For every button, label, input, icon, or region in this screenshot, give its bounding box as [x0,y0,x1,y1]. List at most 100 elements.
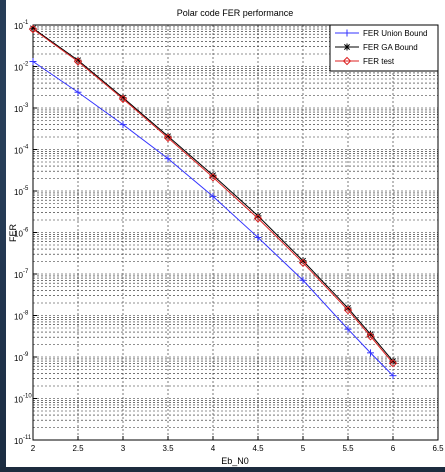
data-point-0-5 [254,233,262,241]
data-point-2-1 [73,57,83,66]
y-tick-label: 10 [14,396,23,405]
data-point-2-3-shape [163,133,173,143]
data-point-2-2 [118,94,128,104]
y-tick-exponent: -7 [23,269,29,275]
data-point-2-9 [388,359,398,368]
data-point-2-2-shape [118,94,128,104]
x-tick-label: 2.5 [72,444,84,453]
series-line-2 [32,28,394,364]
data-point-2-5-shape [253,214,263,223]
x-tick-label: 5 [301,444,306,453]
legend-entry-ga: FER GA Bound [335,43,418,52]
data-point-0-9 [389,372,397,380]
figure-background [6,0,445,467]
legend-marker-glyph-1 [343,43,351,51]
data-point-0-6 [299,276,307,284]
y-tick-exponent: -4 [23,145,29,151]
y-tick-label: 10 [14,188,23,197]
figure-window: 2 2.5 3 3.5 4 4.5 5 5.5 6 6.5 10 -1 10 -2 10 -3 10 -4 10 -5… [6,0,445,467]
data-point-2-8-shape [366,332,375,341]
legend-entry-test: FER test [335,56,395,66]
x-tick-label: 5.5 [342,444,354,453]
y-tick-exponent: -10 [23,394,32,400]
y-tick-label: 10 [14,271,23,280]
y-tick-label: 10 [14,64,23,73]
data-point-2-0-shape [28,24,38,34]
data-point-2-1-shape [73,57,83,66]
y-tick-label: 10 [14,230,23,239]
data-point-0-3 [164,155,172,163]
data-point-1-2-d2 [120,94,126,101]
legend-marker-glyph-0 [343,29,351,37]
y-tick-exponent: -9 [23,352,29,358]
y-tick-label: 10 [14,147,23,156]
x-tick-label: 4.5 [252,444,264,453]
y-tick-label: 10 [14,354,23,363]
x-tick-label: 6.5 [432,444,444,453]
legend: FER Union Bound FER GA Bound FER test [329,24,439,72]
data-point-1-9-d2 [390,358,396,365]
y-tick-exponent: -2 [23,62,29,68]
legend-marker-glyph-2 [342,56,352,66]
data-point-1-8-d2 [367,331,374,338]
data-point-2-7 [343,305,353,315]
y-tick-label: 10 [14,22,23,31]
x-axis-label: Eb_N0 [221,456,249,466]
data-point-1-7-d2 [345,305,351,312]
data-point-2-9-shape [388,359,398,368]
axis-ticks: 2 2.5 3 3.5 4 4.5 5 5.5 6 6.510-110-210-310-410-5… [14,20,444,453]
x-tick-label: 2 [31,444,36,453]
legend-label-test: FER test [363,57,395,66]
y-tick-exponent: -11 [23,435,32,441]
data-point-1-0-d2 [30,25,36,32]
x-tick-label: 3 [121,444,126,453]
data-point-2-3 [163,133,173,143]
y-tick-exponent: -3 [23,103,29,109]
chart-title: Polar code FER performance [177,8,294,18]
legend-marker-test [342,56,352,66]
data-point-2-6-shape [298,258,308,268]
x-tick-label: 4 [211,444,216,453]
data-point-0-7 [344,325,352,333]
legend-marker-glyph-1-d2 [344,44,350,50]
data-point-1-6-d2 [300,257,306,264]
legend-marker-glyph-2-shape [342,56,352,66]
data-point-2-0 [28,24,38,34]
data-point-1-5-d2 [255,212,261,219]
data-point-1-3-d2 [165,133,171,140]
data-point-2-7-shape [343,305,353,315]
y-tick-label: 10 [14,105,23,114]
y-tick-label: 10 [14,437,23,446]
y-tick-label: 10 [14,313,23,322]
y-tick-exponent: -8 [23,311,29,317]
y-tick-exponent: -5 [23,186,29,192]
data-point-2-4 [208,173,218,182]
legend-marker-ga [343,43,351,51]
series-line-0 [32,61,394,377]
grid [33,25,438,440]
series-line-1 [32,27,394,362]
legend-label-union: FER Union Bound [363,29,427,38]
legend-marker-union [343,29,351,37]
data-point-0-4 [209,192,217,200]
legend-label-ga: FER GA Bound [363,43,418,52]
data-point-0-8 [367,349,374,357]
series [28,24,398,380]
fer-chart: 2 2.5 3 3.5 4 4.5 5 5.5 6 6.510-110-210-310-410-5… [6,0,445,467]
y-axis-label: FER [8,223,18,242]
data-point-0-2 [119,121,127,129]
data-point-2-8 [366,332,375,341]
x-tick-label: 6 [391,444,396,453]
data-point-0-0 [29,58,37,66]
data-point-2-6 [298,258,308,268]
y-tick-exponent: -1 [23,20,29,26]
data-point-1-4-d2 [210,172,216,179]
data-point-2-5 [253,214,263,223]
y-tick-exponent: -6 [23,228,29,234]
x-tick-label: 3.5 [162,444,174,453]
data-point-1-1-d2 [75,57,81,64]
data-point-0-1 [74,88,82,96]
legend-entry-union: FER Union Bound [335,29,427,38]
data-point-2-4-shape [208,173,218,182]
